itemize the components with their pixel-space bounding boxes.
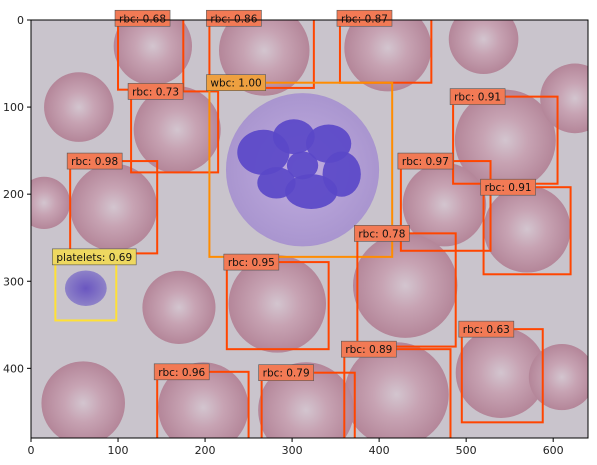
x-tick-label: 500 — [456, 444, 477, 457]
detection-label-text: rbc: 0.86 — [210, 13, 257, 25]
detection-label-text: rbc: 0.78 — [358, 228, 405, 240]
detection-label-text: rbc: 0.79 — [263, 368, 310, 380]
rbc-detection-label: rbc: 0.95 — [223, 253, 280, 271]
red-blood-cell — [228, 255, 327, 353]
detection-label-text: platelets: 0.69 — [56, 252, 132, 264]
y-tick-label: 400 — [3, 362, 24, 375]
x-tick-label: 400 — [369, 444, 390, 457]
y-axis: 0 100 200 300 400 — [3, 14, 31, 375]
rbc-detection-label: rbc: 0.63 — [458, 320, 515, 338]
red-blood-cell — [483, 185, 571, 273]
x-tick-label: 600 — [543, 444, 564, 457]
red-blood-cell — [353, 233, 458, 338]
x-tick-label: 200 — [195, 444, 216, 457]
red-blood-cell — [344, 342, 449, 438]
y-tick-label: 0 — [17, 14, 24, 27]
red-blood-cell — [142, 270, 216, 344]
rbc-detection-label: rbc: 0.73 — [127, 83, 184, 100]
x-tick-label: 100 — [108, 444, 129, 457]
y-tick-label: 200 — [3, 188, 24, 201]
detection-label-text: rbc: 0.91 — [454, 92, 501, 104]
x-axis: 0 100 200 300 400 500 600 — [28, 438, 564, 457]
red-blood-cell — [158, 362, 249, 438]
wbc-nucleus-lobe — [257, 167, 296, 199]
detection-label-text: rbc: 0.68 — [119, 13, 166, 25]
platelet — [64, 270, 107, 306]
red-blood-cell — [44, 72, 114, 142]
detection-label-text: rbc: 0.63 — [463, 324, 510, 336]
detection-label-text: rbc: 0.91 — [485, 182, 532, 194]
wbc-detection-label: wbc: 1.00 — [206, 74, 266, 91]
rbc-detection-label: rbc: 0.79 — [258, 364, 314, 381]
platelet-detection-label: platelets: 0.69 — [52, 248, 137, 266]
wbc-bounding-box — [208, 81, 394, 258]
red-blood-cell — [258, 362, 354, 438]
red-blood-cell — [455, 327, 547, 418]
rbc-detection-label: rbc: 0.89 — [341, 340, 397, 358]
red-blood-cell — [344, 20, 432, 92]
red-blood-cell — [113, 20, 192, 86]
red-blood-cell — [540, 63, 588, 134]
wbc-nucleus-lobe — [272, 119, 315, 155]
rbc-detection-label: rbc: 0.91 — [480, 178, 536, 196]
red-blood-cell — [70, 163, 158, 251]
rbc-detection-label: rbc: 0.97 — [397, 152, 454, 170]
red-blood-cell — [133, 86, 221, 174]
red-blood-cell — [41, 361, 125, 438]
detection-label-text: rbc: 0.73 — [132, 86, 179, 98]
axes-frame — [30, 19, 589, 439]
rbc-detection-label: rbc: 0.98 — [66, 152, 123, 170]
x-tick-label: 300 — [282, 444, 303, 457]
detection-label-text: rbc: 0.87 — [341, 13, 388, 25]
red-blood-cell — [448, 20, 519, 74]
detection-label-text: wbc: 1.00 — [210, 78, 261, 90]
detection-label-text: rbc: 0.97 — [402, 156, 449, 168]
microscope-image — [31, 20, 588, 438]
y-tick-label: 300 — [3, 275, 24, 288]
rbc-bounding-box — [343, 348, 452, 438]
wbc-nucleus-lobe — [286, 151, 319, 180]
rbc-detection-label: rbc: 0.96 — [153, 363, 210, 381]
rbc-detection-label: rbc: 0.68 — [114, 9, 171, 27]
red-blood-cell — [454, 89, 556, 191]
detection-label-text: rbc: 0.96 — [158, 367, 205, 379]
detection-label-text: rbc: 0.98 — [71, 156, 118, 168]
detection-label-text: rbc: 0.95 — [228, 257, 275, 269]
detection-label-text: rbc: 0.89 — [345, 344, 392, 356]
rbc-detection-label: rbc: 0.86 — [206, 9, 262, 27]
red-blood-cell — [528, 343, 588, 411]
y-tick-label: 100 — [3, 101, 24, 114]
rbc-detection-label: rbc: 0.87 — [336, 9, 393, 27]
rbc-detection-label: rbc: 0.91 — [449, 88, 506, 105]
red-blood-cell — [31, 176, 71, 229]
wbc-nucleus-lobe — [285, 174, 338, 209]
rbc-detection-label: rbc: 0.78 — [354, 225, 410, 242]
x-tick-label: 0 — [28, 444, 35, 457]
